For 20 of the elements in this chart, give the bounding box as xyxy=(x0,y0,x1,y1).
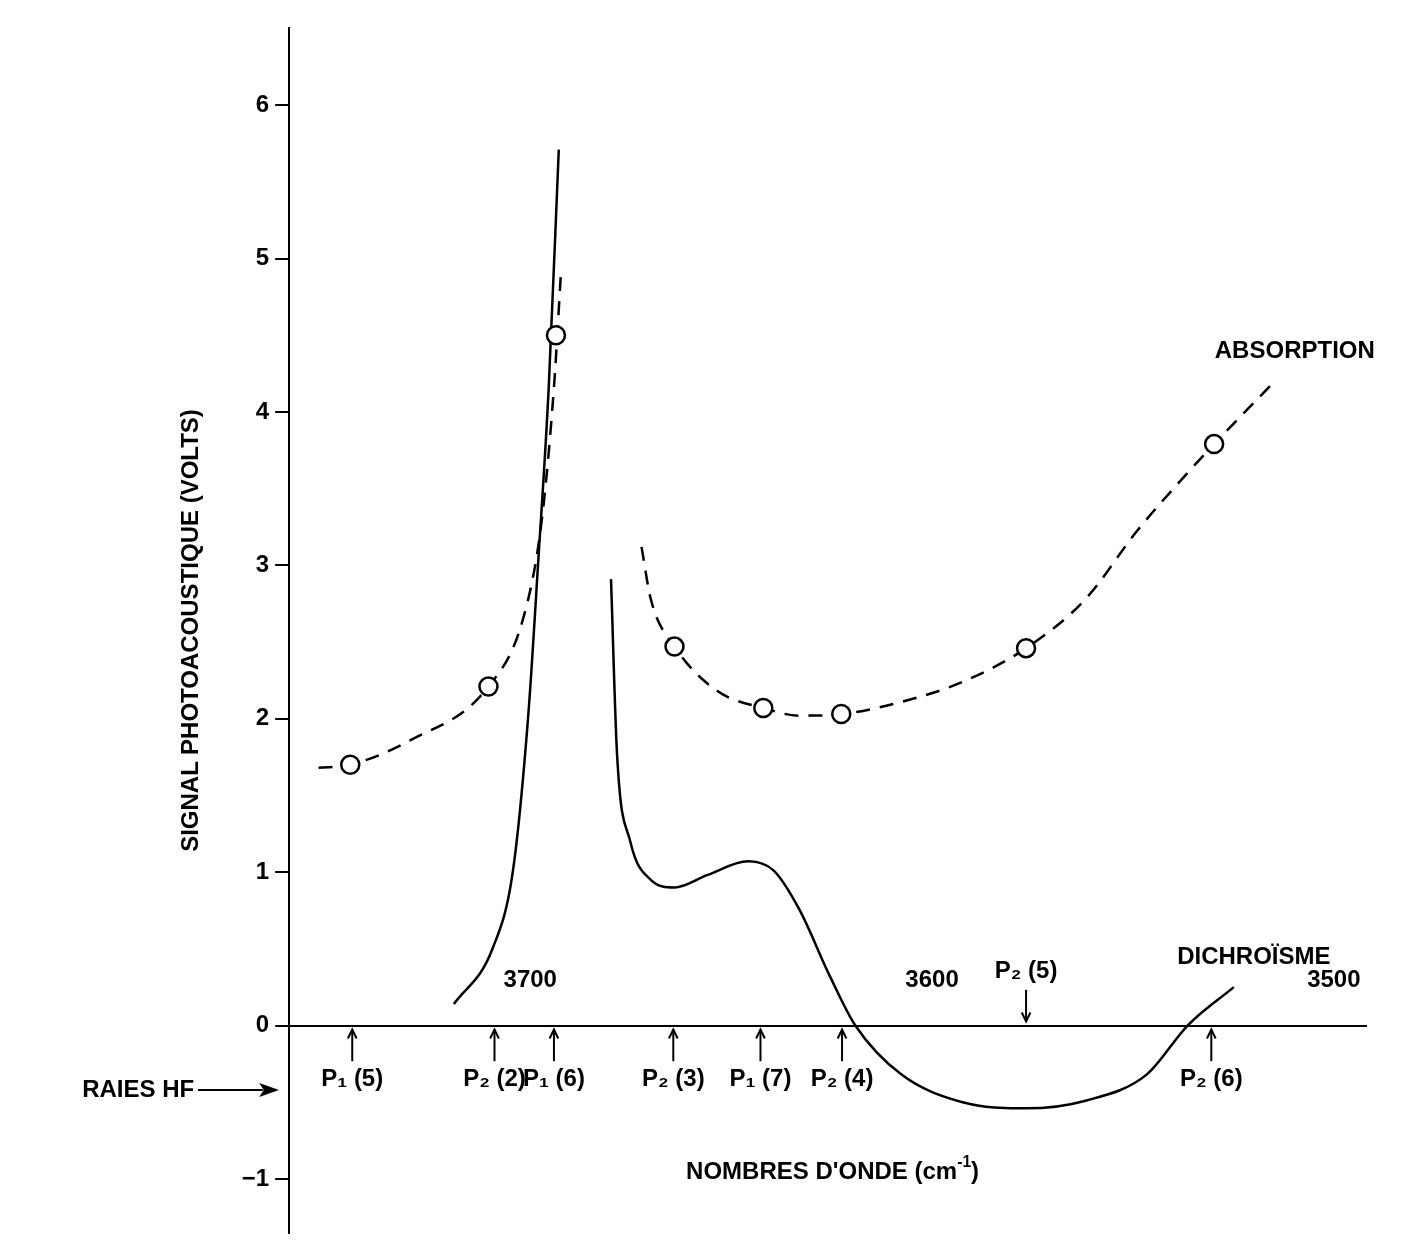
y-tick-label: 3 xyxy=(255,549,270,577)
y-tick-label: 0 xyxy=(255,1010,270,1038)
ref-line-label: P₂ (4) xyxy=(810,1063,874,1091)
y-tick-label: −1 xyxy=(241,1163,270,1191)
series-label: ABSORPTION xyxy=(1214,335,1375,363)
x-tick-label: 3600 xyxy=(905,964,959,992)
ref-line-label: P₂ (6) xyxy=(1179,1063,1243,1091)
y-axis-title: SIGNAL PHOTOACOUSTIQUE (VOLTS) xyxy=(176,409,204,852)
ref-line-label: P₁ (5) xyxy=(321,1063,384,1091)
y-tick-label: 5 xyxy=(255,243,270,271)
ref-line-label: P₂ (3) xyxy=(641,1063,705,1091)
text: RAIES HF xyxy=(82,1074,195,1102)
y-tick-label: 4 xyxy=(255,396,270,424)
y-tick-label: 1 xyxy=(255,856,270,884)
ref-line-label: P₂ (5) xyxy=(994,956,1058,984)
ref-line-label: P₁ (7) xyxy=(729,1063,792,1091)
y-tick-label: 2 xyxy=(255,703,270,731)
y-tick-label: 6 xyxy=(255,89,270,117)
x-tick-label: 3700 xyxy=(503,964,557,992)
ref-line-label: P₂ (2) xyxy=(463,1063,526,1091)
